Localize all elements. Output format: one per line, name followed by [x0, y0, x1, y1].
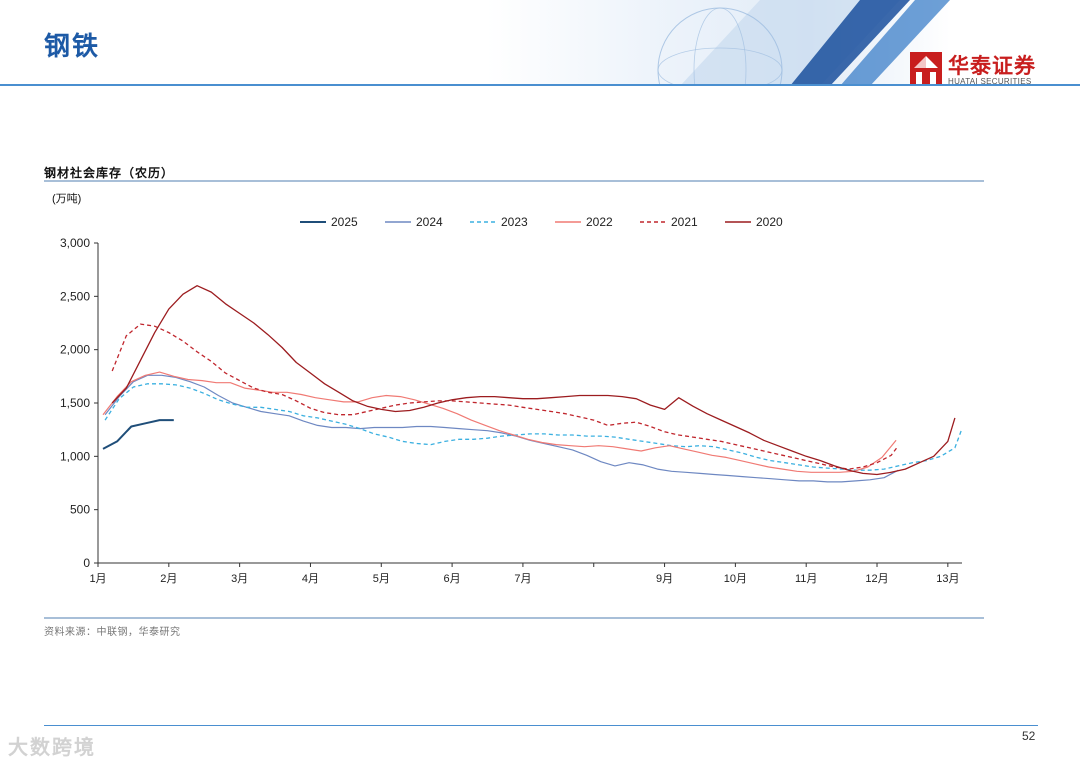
chart-bottom-divider	[44, 617, 984, 619]
huatai-logo-icon	[910, 52, 942, 86]
x-tick-label: 1月	[89, 573, 106, 585]
y-tick-label: 500	[70, 503, 90, 517]
legend-label-2025: 2025	[331, 215, 358, 229]
chart-legend: 2025 2024 2023 2022 2021 2020	[300, 215, 783, 229]
legend-label-2021: 2021	[671, 215, 698, 229]
legend-label-2023: 2023	[501, 215, 528, 229]
page-title: 钢铁	[44, 31, 101, 61]
y-tick-label: 0	[83, 556, 90, 570]
x-tick-label: 11月	[795, 573, 817, 585]
series-line-2020	[111, 285, 956, 476]
x-tick-label: 7月	[514, 573, 531, 585]
banner-stripe-dark	[790, 0, 910, 86]
y-tick-label: 3,000	[60, 236, 90, 250]
header-banner: 钢铁 华泰证券 HUATAI SECURITIES	[0, 0, 1080, 86]
header-divider	[0, 84, 1080, 86]
globe-decoration	[657, 0, 950, 86]
watermark: 大数跨境	[8, 737, 96, 759]
x-tick-label: 10月	[724, 573, 747, 585]
chart-series	[102, 285, 963, 483]
x-tick-label: 4月	[302, 573, 319, 585]
chart-axes: 0 500 1,000 1,500 2,000 2,500 3,000 1月 2月 3月 4月 5月 6…	[60, 236, 962, 585]
x-tick-label: 13月	[936, 573, 959, 585]
x-tick-label: 6月	[444, 573, 461, 585]
y-tick-label: 2,000	[60, 343, 90, 357]
series-line-2021	[111, 323, 899, 470]
legend-label-2022: 2022	[586, 215, 613, 229]
x-tick-label: 9月	[656, 573, 673, 585]
x-tick-label: 5月	[373, 573, 390, 585]
series-line-2024	[104, 374, 899, 483]
chart-top-divider	[44, 180, 984, 182]
y-tick-label: 1,000	[60, 449, 90, 463]
series-line-2023	[104, 383, 963, 471]
legend-label-2020: 2020	[756, 215, 783, 229]
chart-title: 钢材社会库存（农历）	[44, 166, 175, 180]
series-line-2025	[102, 419, 174, 450]
source-note: 资料来源：中联钢，华泰研究	[44, 627, 181, 638]
y-axis-unit: (万吨)	[52, 193, 82, 205]
banner-stripe-accent	[840, 0, 950, 86]
series-line-2022	[102, 371, 897, 473]
line-chart: 2025 2024 2023 2022 2021 2020 0 500 1,000 1,500 2…	[60, 215, 963, 585]
x-tick-label: 3月	[231, 573, 248, 585]
x-tick-label: 12月	[865, 573, 888, 585]
footer-divider	[44, 725, 1038, 726]
globe-latitude	[657, 47, 783, 86]
globe-meridian	[693, 7, 747, 86]
page-number: 52	[1022, 729, 1036, 743]
y-tick-label: 2,500	[60, 289, 90, 303]
x-tick-label: 2月	[160, 573, 177, 585]
brand-subtitle: HUATAI SECURITIES	[948, 77, 1032, 86]
brand-logo: 华泰证券 HUATAI SECURITIES	[910, 50, 1050, 86]
legend-label-2024: 2024	[416, 215, 443, 229]
y-tick-label: 1,500	[60, 396, 90, 410]
brand-name: 华泰证券	[948, 55, 1036, 78]
